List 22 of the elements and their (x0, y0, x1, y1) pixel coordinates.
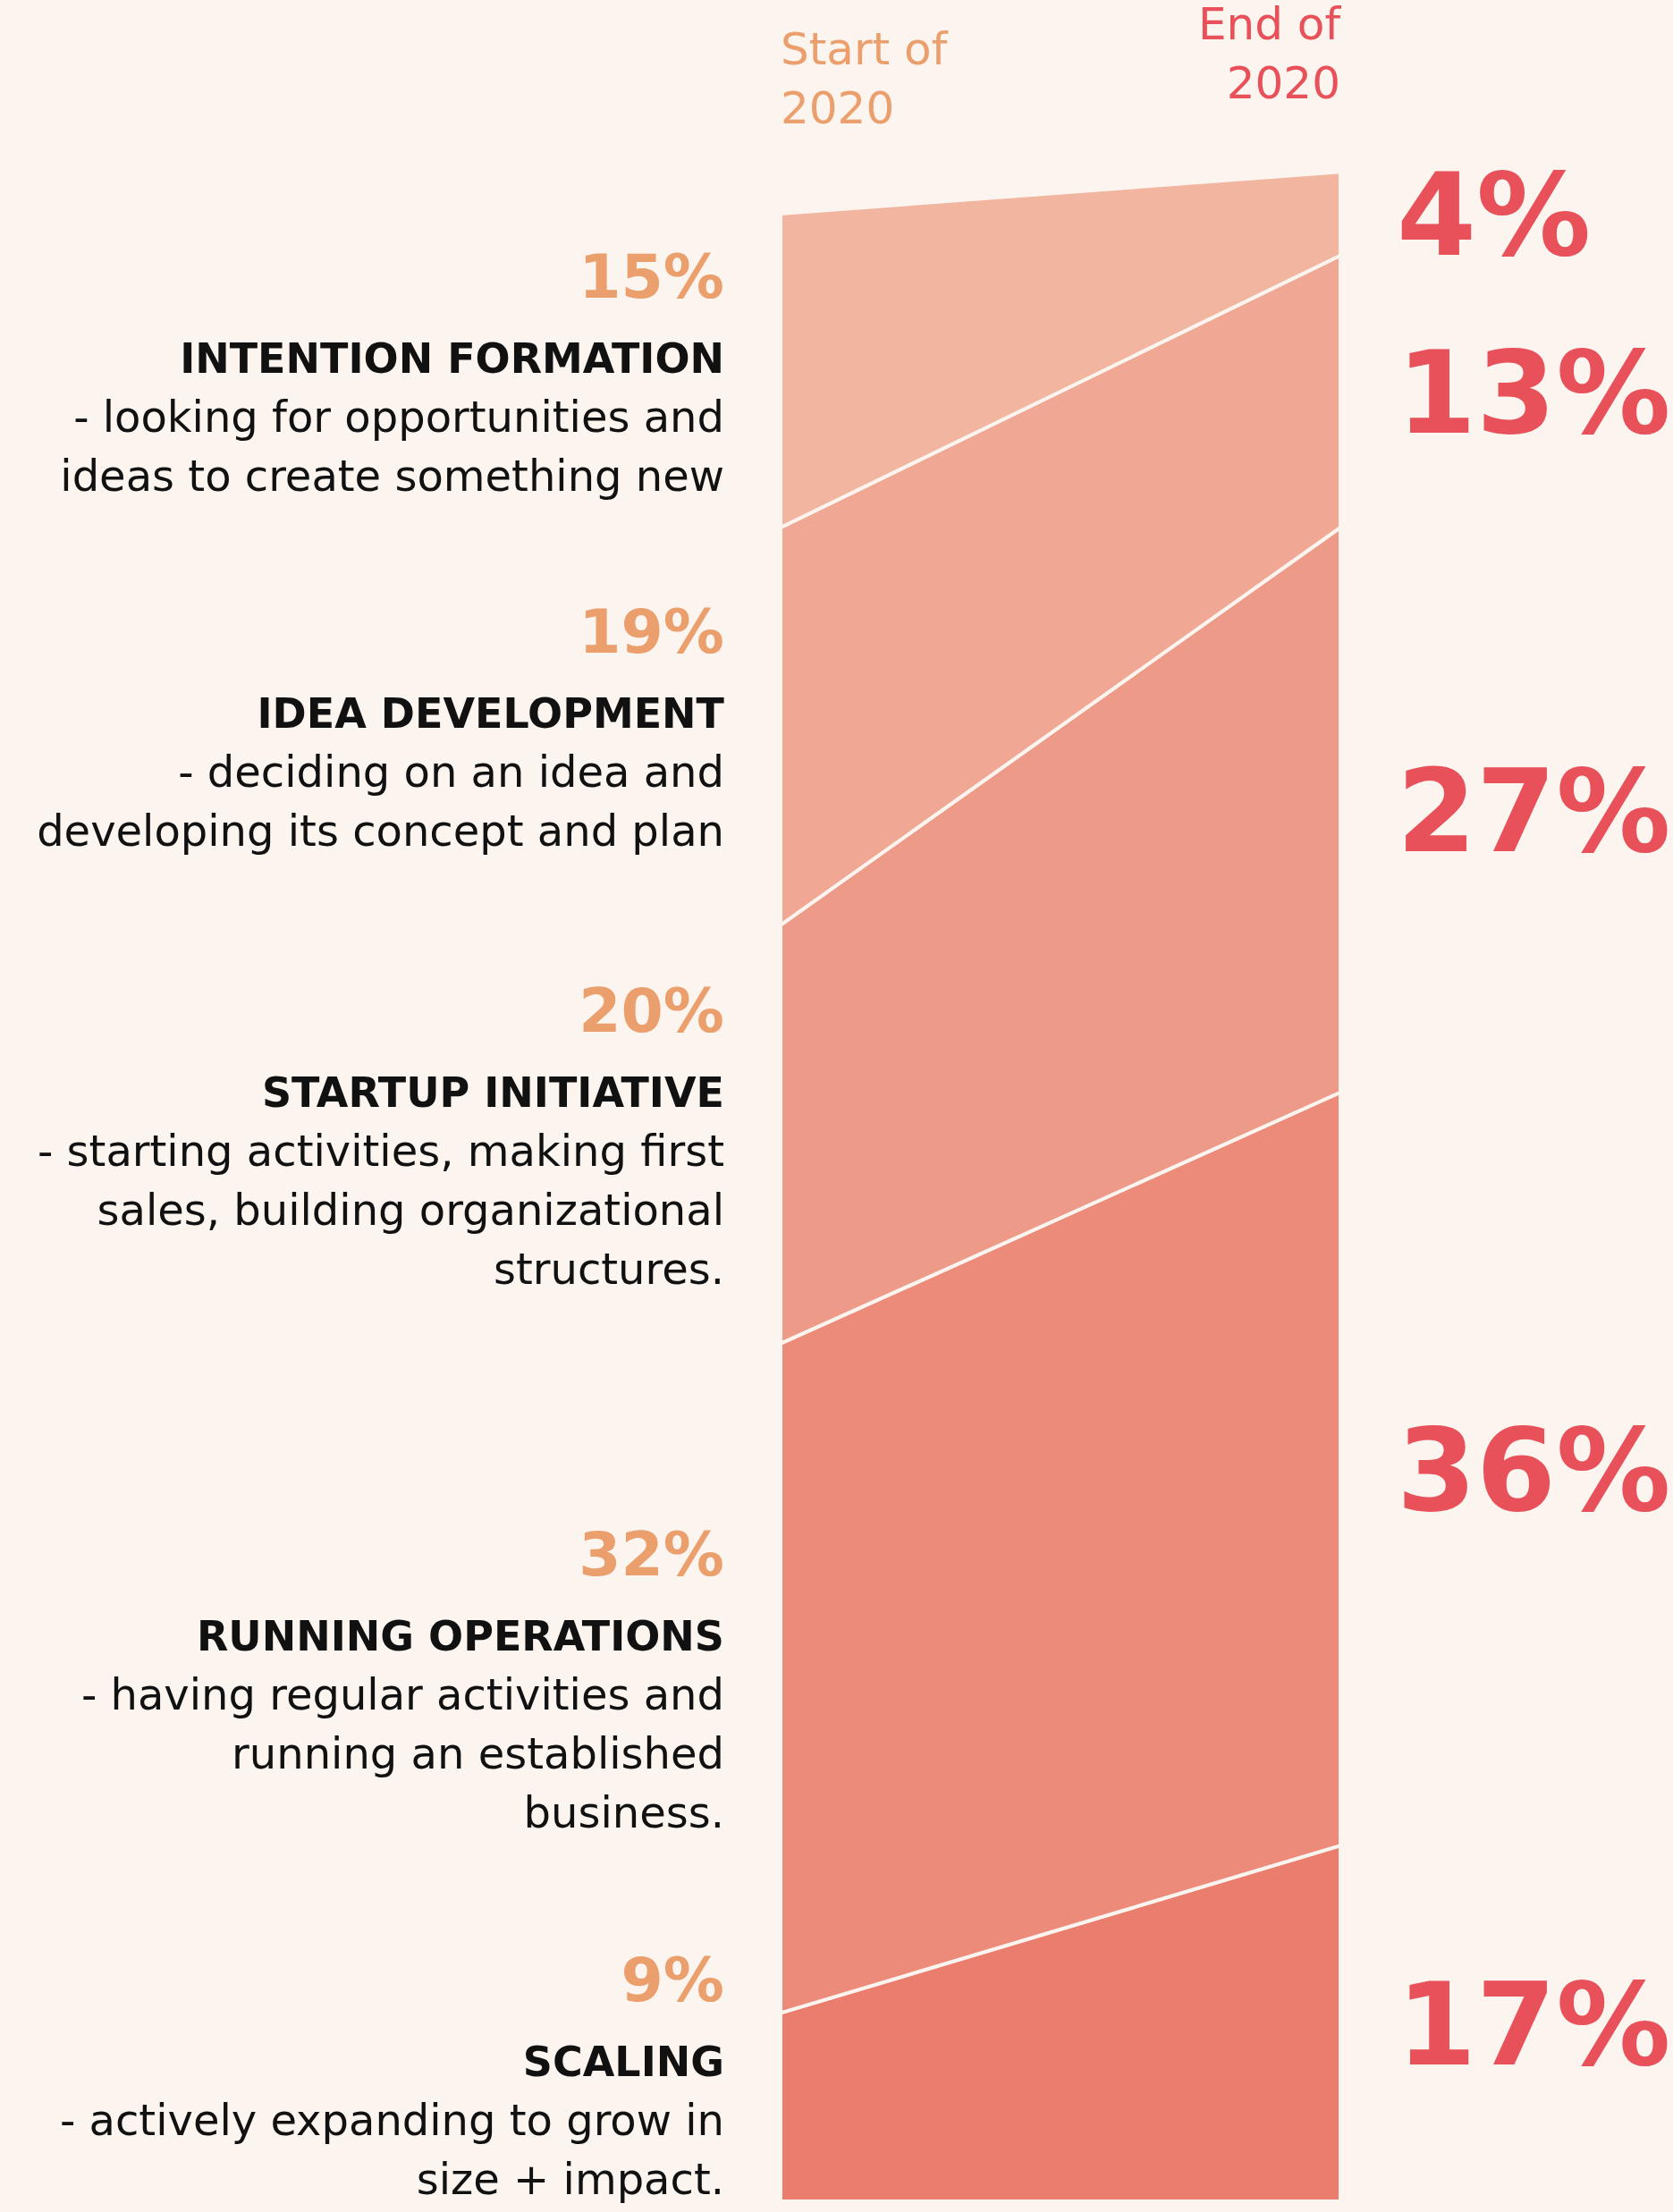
annotation: - looking for opportunities and ideas to create something new (60, 391, 724, 501)
annotation: - starting activities, making first sales, building organizational structures. (37, 1125, 724, 1294)
annotation: - actively expanding to grow in size + impact. (59, 2095, 724, 2204)
x-tick-label: End of 2020 (1197, 0, 1342, 109)
data-label: 19% (579, 596, 724, 668)
data-label: 13% (1397, 325, 1671, 460)
series-label: STARTUP INITIATIVE (261, 1068, 724, 1117)
data-label: 32% (579, 1519, 724, 1590)
data-label: 17% (1397, 1958, 1671, 2092)
x-tick-label: Start of 2020 (781, 23, 949, 134)
data-label: 20% (579, 975, 724, 1046)
series-label: INTENTION FORMATION (180, 333, 724, 383)
annotation: - deciding on an idea and developing its concept and plan (37, 747, 724, 857)
data-label: 36% (1397, 1404, 1671, 1538)
data-label: 4% (1397, 148, 1592, 283)
series-label: IDEA DEVELOPMENT (257, 689, 725, 739)
data-label: 15% (579, 241, 724, 312)
data-label: 27% (1397, 744, 1671, 878)
annotation: - having regular activities and running an established business. (80, 1669, 724, 1837)
series-label: RUNNING OPERATIONS (196, 1612, 724, 1660)
series-label: SCALING (522, 2038, 724, 2086)
data-label: 9% (621, 1945, 724, 2015)
